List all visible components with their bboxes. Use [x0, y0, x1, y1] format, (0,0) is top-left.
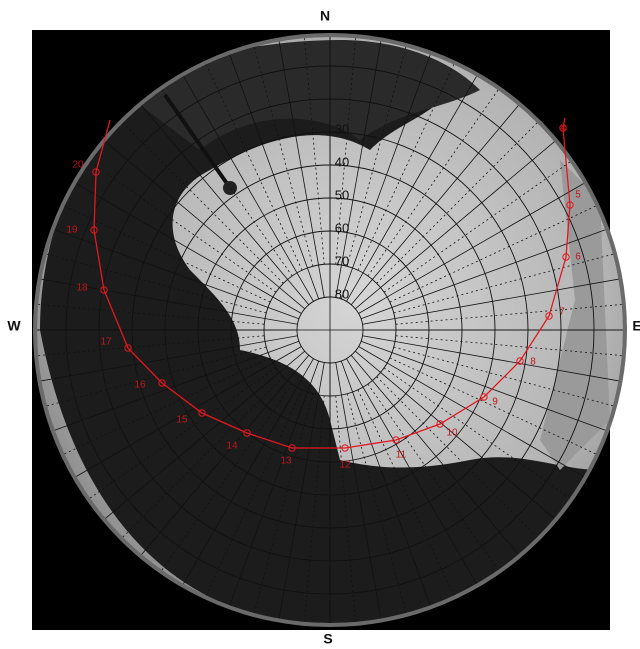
hour-label: 4	[560, 123, 566, 134]
altitude-label: 50	[335, 187, 349, 202]
hour-label: 19	[66, 225, 78, 236]
hour-label: 5	[575, 190, 581, 201]
sky-view: 4 5 6 7 8 9 10 11 12 13 14 15 16 17 18 19 20 30 40 50 60 70 8…	[0, 0, 640, 649]
hour-label: 9	[492, 397, 498, 408]
hour-label: 20	[72, 160, 84, 171]
hour-label: 8	[530, 357, 536, 368]
hour-label: 7	[559, 307, 565, 318]
page: {"compass": {"north": "N", "south": "S",…	[0, 0, 640, 649]
hour-label: 18	[76, 283, 88, 294]
altitude-label: 80	[335, 286, 349, 301]
lamp	[223, 181, 237, 195]
hour-label: 14	[226, 441, 238, 452]
altitude-label: 30	[335, 121, 349, 136]
compass-south: S	[323, 631, 332, 647]
hour-label: 12	[339, 460, 351, 471]
compass-west: W	[7, 318, 21, 334]
compass-north: N	[320, 8, 330, 24]
altitude-label: 60	[335, 220, 349, 235]
hour-label: 10	[446, 428, 458, 439]
hour-label: 13	[280, 456, 292, 467]
hour-label: 11	[396, 450, 407, 461]
altitude-label: 70	[335, 253, 349, 268]
altitude-label: 40	[335, 154, 349, 169]
compass-east: E	[632, 318, 640, 334]
hour-label: 15	[176, 415, 188, 426]
hour-label: 16	[134, 380, 146, 391]
hour-label: 17	[100, 337, 112, 348]
hour-label: 6	[575, 252, 581, 263]
